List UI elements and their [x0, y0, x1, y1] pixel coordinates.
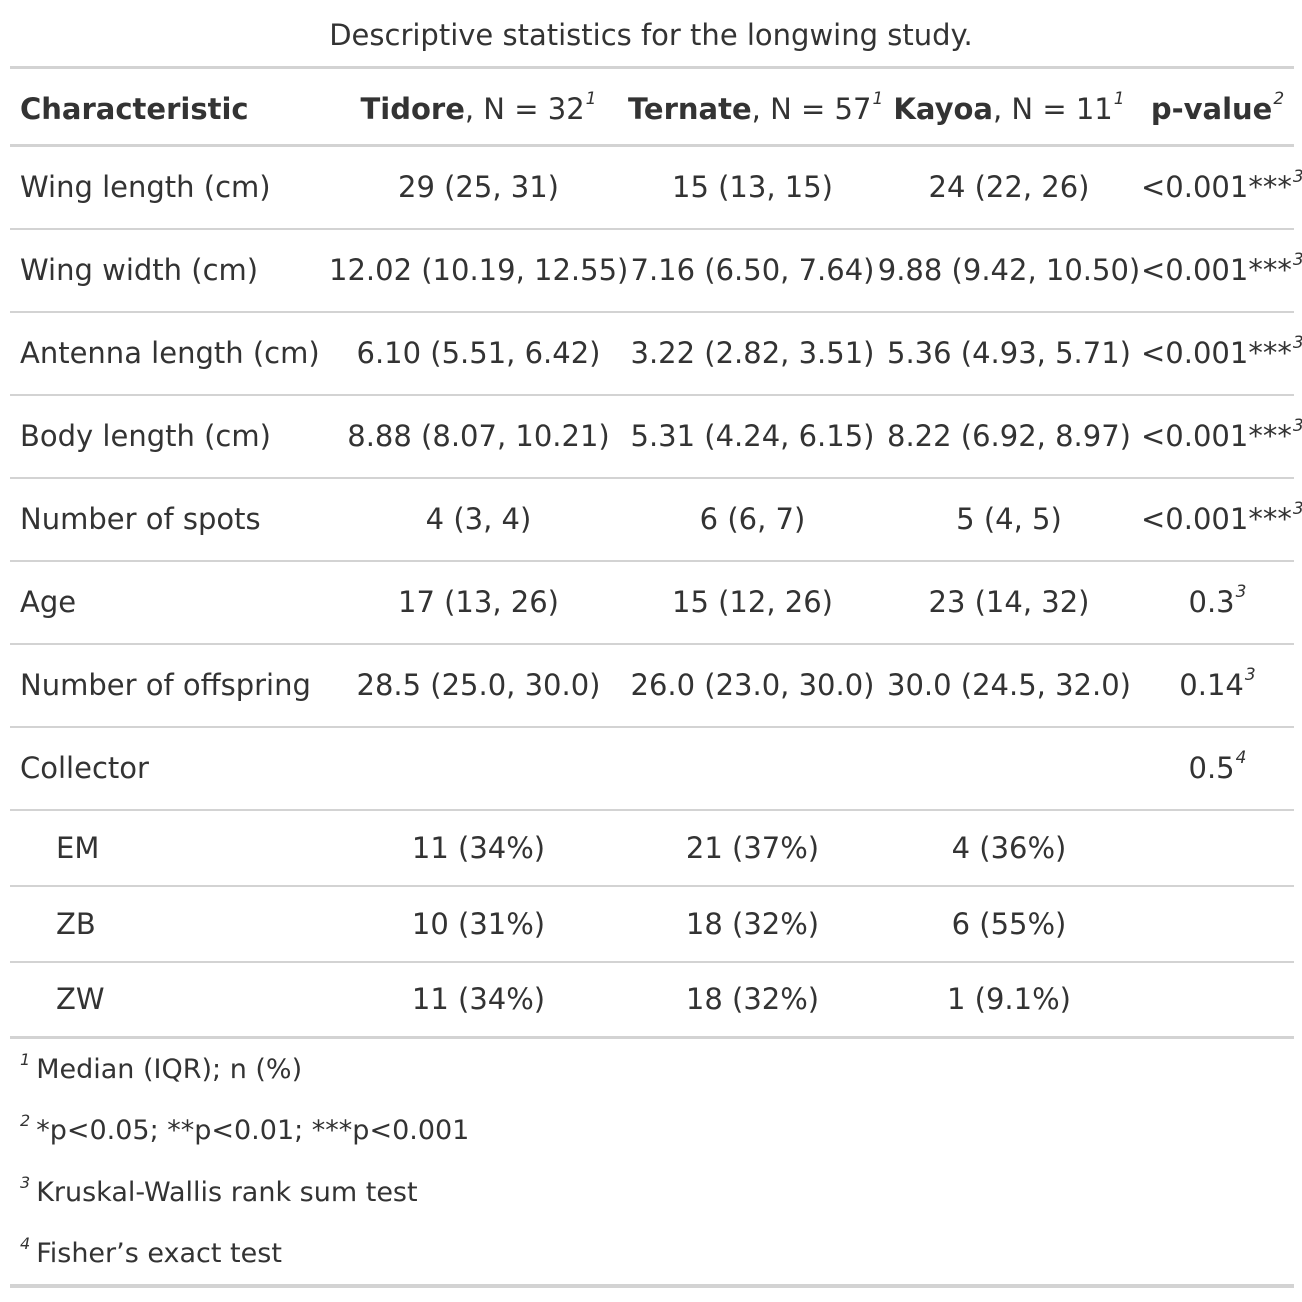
header-p-value: p-value2 [1150, 88, 1285, 126]
cell-tidore: 4 (3, 4) [425, 502, 532, 536]
cell-kayoa: 5 (4, 5) [956, 502, 1062, 536]
footnote-marker: 3 [1293, 333, 1302, 353]
descriptive-statistics-table: Characteristic Tidore, N = 321 Ternate, … [10, 66, 1302, 1288]
table-row: Body length (cm) 8.88 (8.07, 10.21) 5.31… [10, 395, 1302, 478]
cell-ternate: 15 (12, 26) [672, 585, 833, 619]
row-label: Body length (cm) [20, 419, 271, 453]
cell-p-value: 0.33 [1188, 582, 1247, 620]
header-characteristic: Characteristic [20, 91, 249, 126]
table-row: Age 17 (13, 26) 15 (12, 26) 23 (14, 32) … [10, 561, 1294, 644]
cell-p-value: <0.001***3 [1141, 395, 1302, 478]
footnote: 3 Kruskal-Wallis rank sum test [10, 1162, 1294, 1224]
cell-tidore: 17 (13, 26) [398, 585, 559, 619]
table-row: Antenna length (cm) 6.10 (5.51, 6.42) 3.… [10, 312, 1302, 395]
cell-ternate [628, 727, 877, 810]
cell-p-value: <0.001***3 [1141, 312, 1302, 395]
cell-kayoa [877, 727, 1141, 810]
cell-p-value: 0.143 [1179, 665, 1256, 703]
cell-p-value [1141, 886, 1294, 962]
row-label: Wing width (cm) [20, 253, 259, 287]
cell-kayoa: 4 (36%) [951, 830, 1067, 865]
cell-p-value: <0.001***3 [1141, 146, 1302, 229]
cell-ternate: 3.22 (2.82, 3.51) [630, 336, 875, 370]
footnote-marker: 3 [1293, 416, 1302, 436]
header-row: Characteristic Tidore, N = 321 Ternate, … [10, 67, 1294, 146]
footnote-marker: 1 [20, 1049, 31, 1069]
row-label: ZB [56, 906, 96, 941]
cell-tidore: 8.88 (8.07, 10.21) [347, 419, 610, 453]
header-tidore: Tidore, N = 321 [360, 88, 597, 126]
footnote-text: Kruskal-Wallis rank sum test [36, 1177, 418, 1208]
row-label: Wing length (cm) [20, 170, 271, 205]
cell-tidore: 28.5 (25.0, 30.0) [356, 668, 601, 702]
cell-tidore: 11 (34%) [411, 982, 546, 1017]
footnote-marker: 4 [1235, 748, 1247, 768]
footnote-marker: 3 [1293, 499, 1302, 519]
cell-kayoa: 6 (55%) [951, 906, 1067, 941]
footnote-marker: 2 [20, 1111, 31, 1130]
header-ternate: Ternate, N = 571 [628, 88, 884, 126]
cell-tidore: 12.02 (10.19, 12.55) [329, 253, 629, 287]
cell-kayoa: 24 (22, 26) [928, 170, 1090, 205]
footnote-marker: 4 [20, 1234, 31, 1253]
table-row: Number of offspring 28.5 (25.0, 30.0) 26… [10, 644, 1294, 727]
cell-ternate: 6 (6, 7) [699, 502, 806, 536]
cell-tidore: 6.10 (5.51, 6.42) [356, 336, 601, 370]
footnote-marker: 3 [1244, 665, 1256, 685]
table-row: Number of spots 4 (3, 4) 6 (6, 7) 5 (4, … [10, 478, 1302, 561]
footnote-text: Fisher’s exact test [36, 1238, 282, 1269]
footnote-text: *p<0.05; **p<0.01; ***p<0.001 [36, 1115, 470, 1146]
header-kayoa: Kayoa, N = 111 [893, 88, 1125, 126]
row-label: ZW [56, 982, 105, 1017]
cell-kayoa: 30.0 (24.5, 32.0) [887, 668, 1131, 702]
footnote: 1 Median (IQR); n (%) [10, 1038, 1294, 1100]
cell-tidore: 10 (31%) [411, 906, 546, 941]
cell-p-value: <0.001***3 [1141, 229, 1302, 312]
cell-tidore [329, 727, 628, 810]
table-row: EM 11 (34%) 21 (37%) 4 (36%) [10, 810, 1294, 886]
cell-kayoa: 1 (9.1%) [947, 982, 1071, 1017]
footnote: 4 Fisher’s exact test [10, 1224, 1294, 1286]
row-label: EM [56, 830, 100, 865]
cell-kayoa: 23 (14, 32) [928, 585, 1090, 619]
row-label: Age [20, 585, 77, 619]
table-row: ZW 11 (34%) 18 (32%) 1 (9.1%) [10, 962, 1294, 1038]
row-label: Number of offspring [20, 668, 311, 702]
cell-ternate: 5.31 (4.24, 6.15) [630, 419, 875, 453]
cell-ternate: 7.16 (6.50, 7.64) [630, 253, 875, 287]
cell-ternate: 15 (13, 15) [672, 170, 833, 205]
cell-tidore: 11 (34%) [411, 830, 546, 865]
cell-p-value: <0.001***3 [1141, 478, 1302, 561]
cell-kayoa: 5.36 (4.93, 5.71) [887, 336, 1131, 370]
cell-p-value [1141, 810, 1294, 886]
footnote-marker: 3 [1235, 582, 1247, 602]
cell-ternate: 21 (37%) [685, 830, 820, 865]
table-row: Wing length (cm) 29 (25, 31) 15 (13, 15)… [10, 146, 1302, 229]
table-row: ZB 10 (31%) 18 (32%) 6 (55%) [10, 886, 1294, 962]
cell-p-value: 0.54 [1188, 748, 1247, 786]
footnote: 2 *p<0.05; **p<0.01; ***p<0.001 [10, 1100, 1294, 1162]
table-caption: Descriptive statistics for the longwing … [329, 18, 973, 52]
footnote-marker: 1 [872, 88, 884, 109]
row-label: Collector [20, 751, 149, 785]
cell-tidore: 29 (25, 31) [398, 170, 559, 205]
footnote-marker: 2 [1273, 88, 1285, 109]
cell-kayoa: 9.88 (9.42, 10.50) [877, 253, 1141, 287]
footnote-marker: 1 [585, 88, 597, 109]
cell-p-value [1141, 962, 1294, 1038]
footnote-text: Median (IQR); n (%) [36, 1053, 303, 1085]
footnote-marker: 3 [1293, 167, 1302, 187]
cell-ternate: 18 (32%) [685, 906, 820, 941]
row-label: Antenna length (cm) [20, 336, 320, 370]
table-row: Collector 0.54 [10, 727, 1294, 810]
cell-ternate: 18 (32%) [685, 982, 820, 1017]
cell-kayoa: 8.22 (6.92, 8.97) [887, 419, 1131, 453]
footnote-marker: 1 [1113, 88, 1125, 109]
cell-ternate: 26.0 (23.0, 30.0) [630, 668, 875, 702]
row-label: Number of spots [20, 502, 261, 536]
table-row: Wing width (cm) 12.02 (10.19, 12.55) 7.1… [10, 229, 1302, 312]
footnote-marker: 3 [1293, 250, 1302, 270]
footnote-marker: 3 [20, 1173, 31, 1192]
